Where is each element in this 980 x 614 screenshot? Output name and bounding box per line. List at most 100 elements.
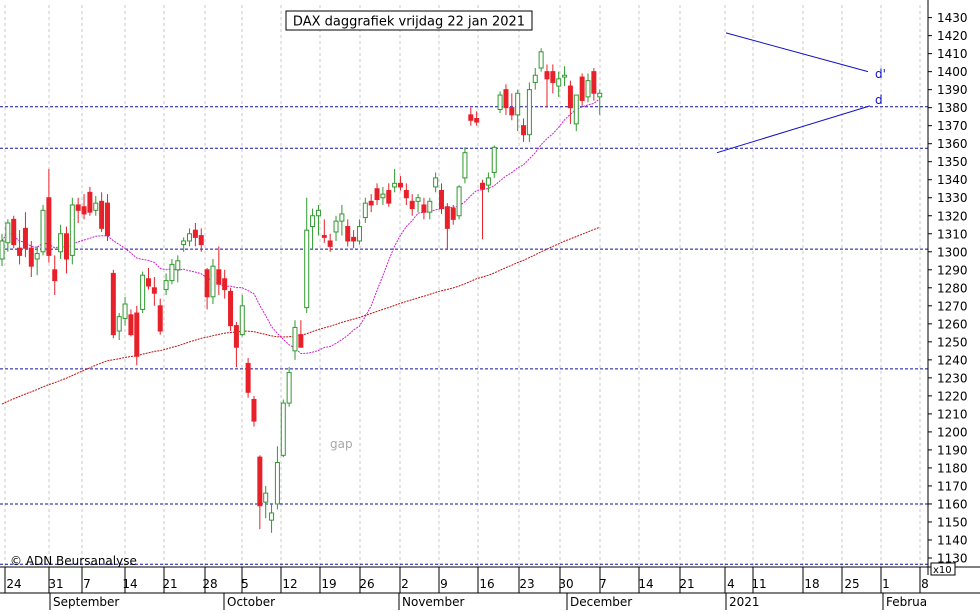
candle xyxy=(175,255,181,283)
candle-body xyxy=(58,233,64,253)
candle xyxy=(374,183,380,205)
label-d-prime: d' xyxy=(875,67,886,81)
y-tick-label: 1320 xyxy=(937,209,968,223)
candle-body xyxy=(134,312,140,357)
candle-body xyxy=(28,247,34,267)
candle-body xyxy=(327,240,333,247)
candle-body xyxy=(368,200,374,206)
candle-body xyxy=(233,325,239,348)
candle xyxy=(93,195,99,216)
y-tick-label: 1430 xyxy=(937,11,968,25)
moving-average-long xyxy=(1,226,600,405)
candle xyxy=(497,91,503,114)
candle-body xyxy=(116,316,122,332)
x-tick-label: 14 xyxy=(638,577,653,591)
candle xyxy=(298,320,304,348)
x-tick-label: 8 xyxy=(921,577,929,591)
candle-body xyxy=(380,193,386,199)
candle-body xyxy=(239,305,245,336)
candle-body xyxy=(374,188,380,201)
candle-body xyxy=(567,85,573,109)
candle-body xyxy=(562,74,568,78)
x-tick-label: 25 xyxy=(844,577,859,591)
candle xyxy=(380,186,386,205)
y-tick-label: 1330 xyxy=(937,191,968,205)
y-tick-label: 1310 xyxy=(937,227,968,241)
y-tick-label: 1340 xyxy=(937,173,968,187)
y-tick-label: 1260 xyxy=(937,317,968,331)
candle xyxy=(198,228,204,252)
candle-body xyxy=(163,280,169,291)
month-label: October xyxy=(227,595,275,609)
candle-body xyxy=(468,114,474,121)
candle-body xyxy=(0,240,5,260)
candle-body xyxy=(462,152,468,179)
y-tick-label: 1180 xyxy=(937,461,968,475)
candle-body xyxy=(480,182,486,190)
candle-body xyxy=(356,226,362,242)
label-d: d xyxy=(875,93,883,107)
candle xyxy=(456,185,462,220)
candle xyxy=(87,186,93,216)
candle xyxy=(427,197,433,220)
candle-body xyxy=(269,512,275,521)
y-tick-label: 1250 xyxy=(937,335,968,349)
x-tick-label: 21 xyxy=(162,577,177,591)
candle xyxy=(222,269,228,299)
candle-body xyxy=(274,462,280,505)
y-tick-label: 1350 xyxy=(937,155,968,169)
candle-body xyxy=(198,235,204,246)
chart-title: DAX daggrafiek vrijdag 22 jan 2021 xyxy=(293,15,525,30)
candle-body xyxy=(521,125,527,136)
scale-label-box xyxy=(930,562,956,576)
candle-body xyxy=(151,287,157,294)
y-tick-label: 1210 xyxy=(937,407,968,421)
candle-body xyxy=(17,247,23,256)
scale-label: x10 xyxy=(933,565,952,576)
x-tick-label: 14 xyxy=(122,577,137,591)
x-tick-label: 9 xyxy=(440,577,448,591)
candle-body xyxy=(556,78,562,87)
candle-body xyxy=(491,146,497,174)
candle xyxy=(46,168,52,263)
y-tick-label: 1200 xyxy=(937,425,968,439)
candle xyxy=(11,215,17,249)
candle xyxy=(292,320,298,360)
candle-body xyxy=(11,218,17,246)
candle-body xyxy=(485,177,491,186)
y-tick-label: 1140 xyxy=(937,533,968,547)
candle xyxy=(468,107,474,126)
candle-body xyxy=(427,200,433,213)
x-tick-label: 18 xyxy=(804,577,819,591)
candle xyxy=(409,194,415,216)
candle-body xyxy=(456,186,462,217)
candle xyxy=(192,222,198,247)
candle xyxy=(245,358,251,398)
candle-body xyxy=(69,204,75,256)
y-tick-label: 1380 xyxy=(937,101,968,115)
candle xyxy=(397,176,403,191)
candle-body xyxy=(181,240,187,246)
candle xyxy=(327,233,333,252)
candle xyxy=(104,194,110,241)
month-label: 2021 xyxy=(729,595,760,609)
candle xyxy=(392,168,398,193)
candle xyxy=(597,89,603,115)
candle-body xyxy=(526,89,532,136)
candle-body xyxy=(280,402,286,456)
candle xyxy=(17,230,23,265)
candle xyxy=(433,172,439,193)
candle-body xyxy=(532,74,538,83)
candle xyxy=(532,68,538,90)
y-tick-label: 1160 xyxy=(937,497,968,511)
candle-body xyxy=(157,305,163,332)
candle xyxy=(351,230,357,249)
y-tick-label: 1270 xyxy=(937,299,968,313)
candle-body xyxy=(497,94,503,110)
candle-body xyxy=(474,117,480,123)
grid-lines xyxy=(4,5,921,567)
candle xyxy=(462,147,468,184)
y-tick-label: 1400 xyxy=(937,65,968,79)
candle xyxy=(515,89,521,132)
candle-body xyxy=(175,260,181,271)
